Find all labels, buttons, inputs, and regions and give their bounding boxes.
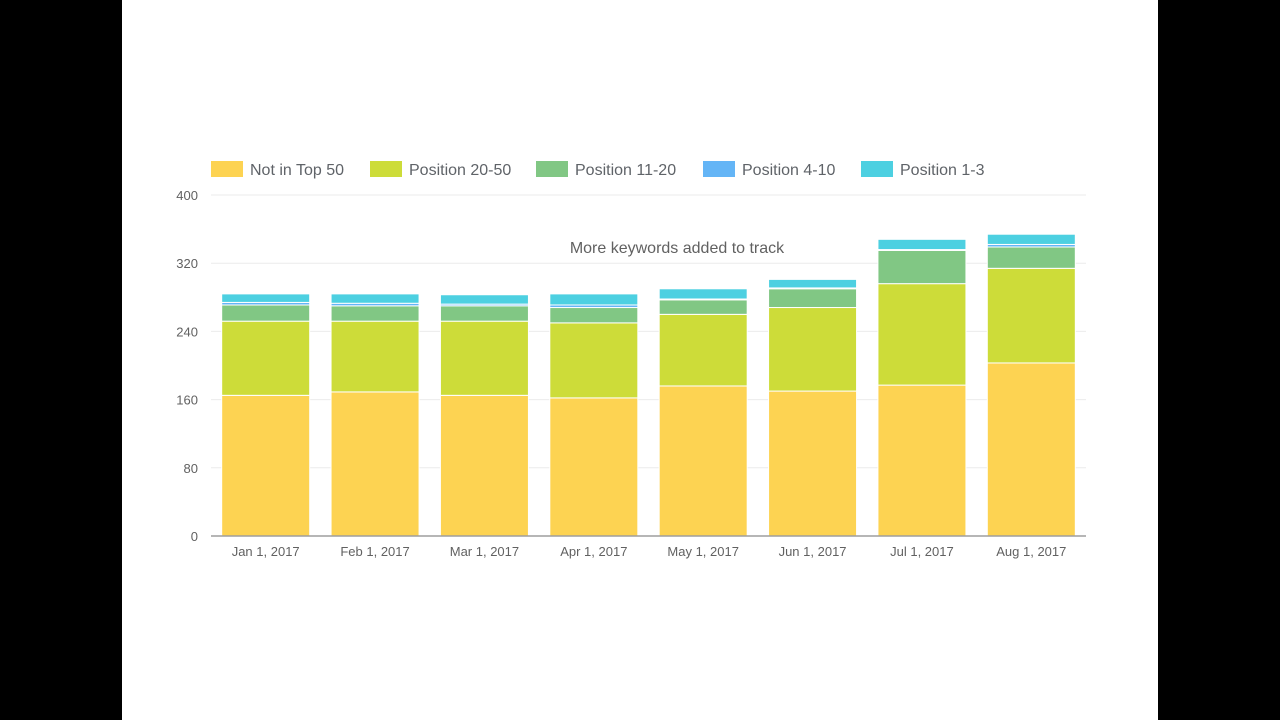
x-tick-label: Jun 1, 2017 xyxy=(779,544,847,559)
legend-swatch xyxy=(211,161,243,177)
bar-segment[interactable] xyxy=(330,320,420,393)
x-tick-label: Jul 1, 2017 xyxy=(890,544,954,559)
legend-label: Position 1-3 xyxy=(900,162,985,179)
bar-segment[interactable] xyxy=(439,320,529,396)
bar-segment[interactable] xyxy=(439,294,529,305)
x-tick-label: Feb 1, 2017 xyxy=(340,544,409,559)
y-tick-label: 320 xyxy=(176,256,198,271)
bar-segment[interactable] xyxy=(877,238,967,251)
bar-segment[interactable] xyxy=(986,246,1076,269)
bar-stack[interactable] xyxy=(221,293,311,537)
bar-segment[interactable] xyxy=(768,288,858,309)
legend-swatch xyxy=(370,161,402,177)
bar-stack[interactable] xyxy=(877,238,967,537)
bar-segment[interactable] xyxy=(549,397,639,537)
legend-item[interactable]: Position 4-10 xyxy=(703,161,835,179)
legend-label: Position 20-50 xyxy=(409,162,511,179)
bar-segment[interactable] xyxy=(768,307,858,392)
legend-item[interactable]: Position 11-20 xyxy=(536,161,676,179)
bar-stack[interactable] xyxy=(439,294,529,537)
x-tick-label: Mar 1, 2017 xyxy=(450,544,519,559)
bar-stack[interactable] xyxy=(658,288,748,537)
bar-segment[interactable] xyxy=(768,278,858,289)
bar-segment[interactable] xyxy=(330,293,420,304)
bar-segment[interactable] xyxy=(330,391,420,537)
bar-segment[interactable] xyxy=(877,249,967,285)
bar-segment[interactable] xyxy=(439,305,529,322)
bar-segment[interactable] xyxy=(658,313,748,387)
bar-segment[interactable] xyxy=(549,322,639,399)
bar-segment[interactable] xyxy=(330,305,420,322)
bar-segment[interactable] xyxy=(549,293,639,306)
legend-swatch xyxy=(861,161,893,177)
bar-segment[interactable] xyxy=(877,384,967,537)
x-tick-label: Apr 1, 2017 xyxy=(560,544,627,559)
x-tick-label: May 1, 2017 xyxy=(667,544,739,559)
bar-segment[interactable] xyxy=(986,362,1076,537)
bar-segment[interactable] xyxy=(986,267,1076,364)
legend-swatch xyxy=(703,161,735,177)
bar-segment[interactable] xyxy=(658,299,748,315)
bar-segment[interactable] xyxy=(221,304,311,322)
bar-segment[interactable] xyxy=(221,394,311,537)
bar-stack[interactable] xyxy=(330,293,420,537)
legend-label: Position 4-10 xyxy=(742,162,835,179)
bar-stack[interactable] xyxy=(768,278,858,537)
y-tick-label: 160 xyxy=(176,393,198,408)
chart-panel: Not in Top 50 Position 20-50 Position 11-2… xyxy=(122,0,1158,720)
chart-annotation: More keywords added to track xyxy=(570,240,785,257)
bar-segment[interactable] xyxy=(439,394,529,537)
y-tick-label: 0 xyxy=(191,529,198,544)
bar-stacks xyxy=(221,233,1076,537)
legend-item[interactable]: Position 20-50 xyxy=(370,161,511,179)
bar-stack[interactable] xyxy=(986,233,1076,537)
legend-item[interactable]: Not in Top 50 xyxy=(211,161,344,179)
bar-segment[interactable] xyxy=(768,390,858,537)
legend-label: Not in Top 50 xyxy=(250,162,344,179)
x-tick-label: Aug 1, 2017 xyxy=(996,544,1066,559)
bar-segment[interactable] xyxy=(549,307,639,324)
chart-legend: Not in Top 50 Position 20-50 Position 11-2… xyxy=(211,161,985,179)
bar-segment[interactable] xyxy=(221,320,311,396)
bar-segment[interactable] xyxy=(877,283,967,386)
x-tick-label: Jan 1, 2017 xyxy=(232,544,300,559)
bar-segment[interactable] xyxy=(221,293,311,303)
y-tick-label: 400 xyxy=(176,188,198,203)
bar-segment[interactable] xyxy=(986,233,1076,245)
y-tick-label: 240 xyxy=(176,324,198,339)
bar-segment[interactable] xyxy=(658,385,748,537)
axes: 0 80 160 240 320 400 Jan 1, 2017 Feb 1, 2017 Mar… xyxy=(176,188,1086,559)
stacked-bar-chart: Not in Top 50 Position 20-50 Position 11-2… xyxy=(176,161,1086,559)
legend-label: Position 11-20 xyxy=(575,162,676,179)
bar-segment[interactable] xyxy=(658,288,748,300)
legend-swatch xyxy=(536,161,568,177)
legend-item[interactable]: Position 1-3 xyxy=(861,161,985,179)
y-tick-label: 80 xyxy=(184,461,198,476)
bar-stack[interactable] xyxy=(549,293,639,537)
